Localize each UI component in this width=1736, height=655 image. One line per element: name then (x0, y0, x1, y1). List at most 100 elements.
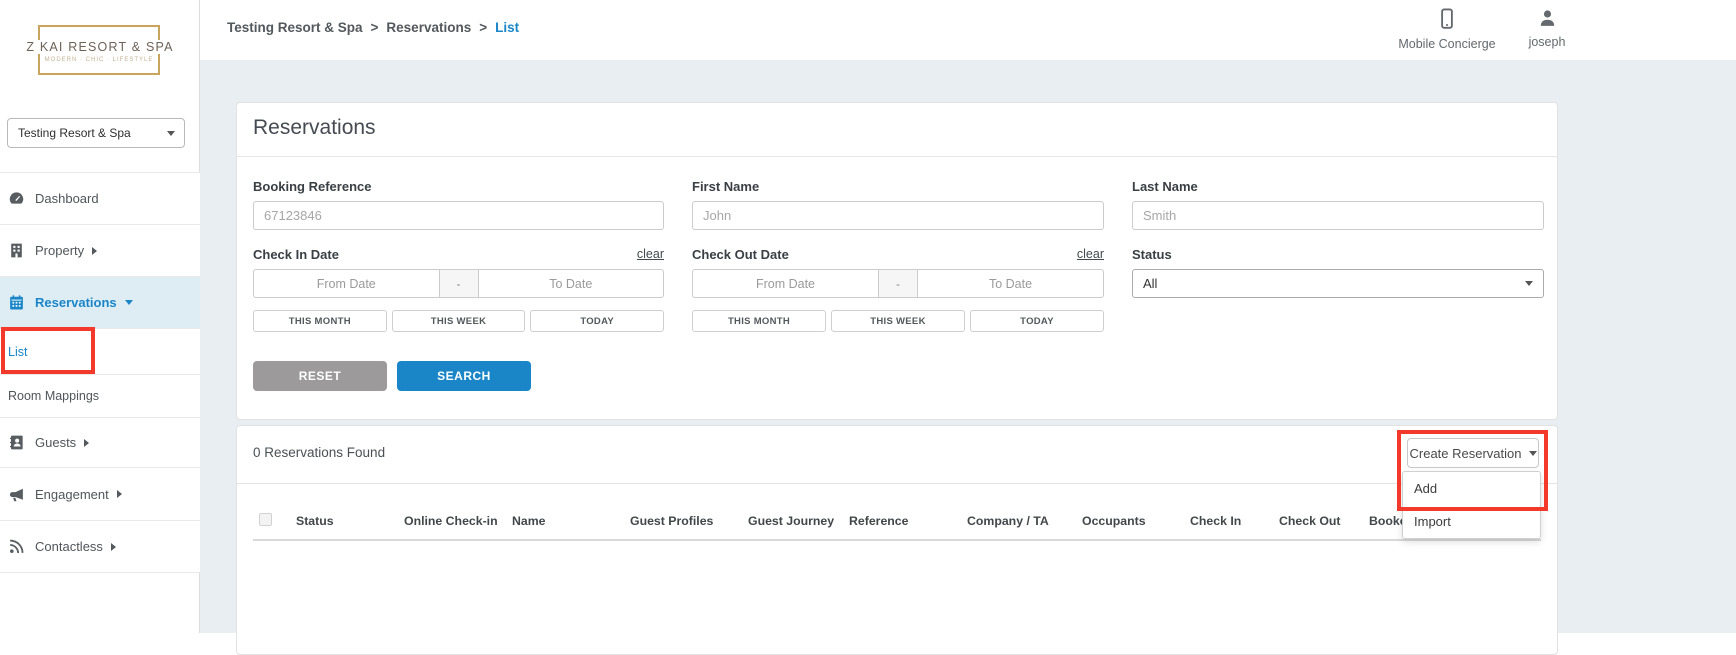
column-header-occupants: Occupants (1082, 514, 1146, 528)
column-header-reference: Reference (849, 514, 908, 528)
check-in-this-month-button[interactable]: THIS MONTH (253, 310, 387, 332)
breadcrumb: Testing Resort & Spa > Reservations > Li… (227, 20, 519, 35)
date-range-separator: - (878, 269, 918, 298)
tachometer-icon (8, 190, 25, 207)
building-icon (8, 242, 25, 259)
create-reservation-menu: Add Import (1402, 471, 1541, 539)
sidebar-item-label: Contactless (35, 539, 103, 554)
sidebar-item-room-mappings[interactable]: Room Mappings (0, 374, 200, 417)
sidebar-item-engagement[interactable]: Engagement (0, 467, 200, 520)
column-header-check-out: Check Out (1279, 514, 1341, 528)
first-name-label: First Name (692, 179, 759, 194)
status-select-value: All (1143, 276, 1525, 291)
sidebar-item-label: Engagement (35, 487, 109, 502)
column-header-status: Status (296, 514, 334, 528)
brand-name: Z KAI RESORT & SPA (10, 40, 190, 54)
status-select[interactable]: All (1132, 269, 1544, 298)
check-out-to-date-input[interactable] (918, 270, 1103, 297)
chevron-down-icon (1525, 281, 1533, 286)
check-in-to-date-input[interactable] (479, 270, 664, 297)
chevron-right-icon (84, 439, 89, 447)
user-menu[interactable]: joseph (1512, 8, 1582, 49)
divider (237, 483, 1557, 484)
mobile-icon (1437, 17, 1457, 34)
sidebar-item-label: Guests (35, 435, 76, 450)
check-out-date-label: Check Out Date (692, 247, 789, 262)
breadcrumb-separator: > (371, 20, 379, 35)
rss-icon (8, 538, 25, 555)
column-header-guest-profiles: Guest Profiles (630, 514, 713, 528)
chevron-right-icon (92, 247, 97, 255)
page-title: Reservations (253, 116, 376, 140)
check-out-this-week-button[interactable]: THIS WEEK (831, 310, 965, 332)
column-header-online-check-in: Online Check-in (404, 514, 498, 528)
check-out-date-range: - (692, 269, 1104, 298)
column-header-company-ta: Company / TA (967, 514, 1049, 528)
chevron-down-icon (1529, 451, 1537, 456)
check-in-this-week-button[interactable]: THIS WEEK (392, 310, 526, 332)
sidebar-item-label: Dashboard (35, 191, 99, 206)
chevron-right-icon (117, 490, 122, 498)
sidebar-item-dashboard[interactable]: Dashboard (0, 172, 200, 224)
last-name-label: Last Name (1132, 179, 1198, 194)
breadcrumb-separator: > (479, 20, 487, 35)
check-out-from-date-input[interactable] (693, 270, 878, 297)
divider (237, 156, 1557, 157)
sidebar-item-label: Property (35, 243, 84, 258)
sidebar-item-label: Reservations (35, 295, 117, 310)
create-reservation-button[interactable]: Create Reservation (1407, 438, 1539, 468)
results-count: 0 Reservations Found (253, 445, 385, 460)
first-name-input[interactable] (692, 201, 1104, 230)
last-name-input[interactable] (1132, 201, 1544, 230)
check-out-today-button[interactable]: TODAY (970, 310, 1104, 332)
sidebar-item-list[interactable]: List (0, 328, 200, 374)
sidebar-item-label: List (8, 345, 27, 359)
property-select-value: Testing Resort & Spa (18, 126, 167, 140)
megaphone-icon (8, 486, 25, 503)
breadcrumb-item-reservations[interactable]: Reservations (386, 20, 471, 35)
check-in-date-label: Check In Date (253, 247, 339, 262)
chevron-down-icon (125, 300, 133, 305)
sidebar-divider (0, 572, 200, 573)
check-out-clear-link[interactable]: clear (1077, 247, 1104, 262)
create-reservation-label: Create Reservation (1410, 446, 1522, 461)
reservations-search-panel: Reservations Booking Reference Check In … (236, 102, 1558, 420)
mobile-concierge-label: Mobile Concierge (1390, 37, 1504, 51)
breadcrumb-item-list: List (495, 20, 519, 35)
chevron-right-icon (111, 543, 116, 551)
contacts-icon (8, 434, 25, 451)
property-select[interactable]: Testing Resort & Spa (7, 118, 185, 148)
user-icon (1538, 15, 1557, 32)
sidebar-item-contactless[interactable]: Contactless (0, 520, 200, 572)
column-header-guest-journey: Guest Journey (748, 514, 834, 528)
column-header-check-in: Check In (1190, 514, 1241, 528)
check-in-from-date-input[interactable] (254, 270, 439, 297)
date-range-separator: - (439, 269, 479, 298)
menu-item-import[interactable]: Import (1403, 505, 1540, 538)
check-in-clear-link[interactable]: clear (637, 247, 664, 262)
calendar-icon (8, 294, 25, 311)
check-out-this-month-button[interactable]: THIS MONTH (692, 310, 826, 332)
status-label: Status (1132, 247, 1172, 262)
brand-tagline: MODERN · CHIC · LIFESTYLE (38, 57, 160, 63)
booking-reference-input[interactable] (253, 201, 664, 230)
table-header-row: Status Online Check-in Name Guest Profil… (237, 514, 1557, 529)
check-in-today-button[interactable]: TODAY (530, 310, 664, 332)
reservations-results-panel: 0 Reservations Found Create Reservation … (236, 425, 1558, 655)
table-header-underline (253, 539, 1541, 541)
sidebar-item-property[interactable]: Property (0, 224, 200, 276)
check-in-date-range: - (253, 269, 664, 298)
column-header-name: Name (512, 514, 546, 528)
user-name: joseph (1512, 35, 1582, 49)
booking-reference-label: Booking Reference (253, 179, 371, 194)
sidebar-item-label: Room Mappings (8, 389, 99, 403)
sidebar-item-reservations[interactable]: Reservations (0, 276, 200, 328)
menu-item-add[interactable]: Add (1403, 472, 1540, 505)
sidebar-item-guests[interactable]: Guests (0, 417, 200, 467)
reset-button[interactable]: RESET (253, 361, 387, 391)
search-button[interactable]: SEARCH (397, 361, 531, 391)
chevron-down-icon (167, 131, 175, 136)
mobile-concierge-button[interactable]: Mobile Concierge (1390, 8, 1504, 51)
sidebar: Z KAI RESORT & SPA MODERN · CHIC · LIFES… (0, 0, 200, 633)
breadcrumb-item-property[interactable]: Testing Resort & Spa (227, 20, 363, 35)
